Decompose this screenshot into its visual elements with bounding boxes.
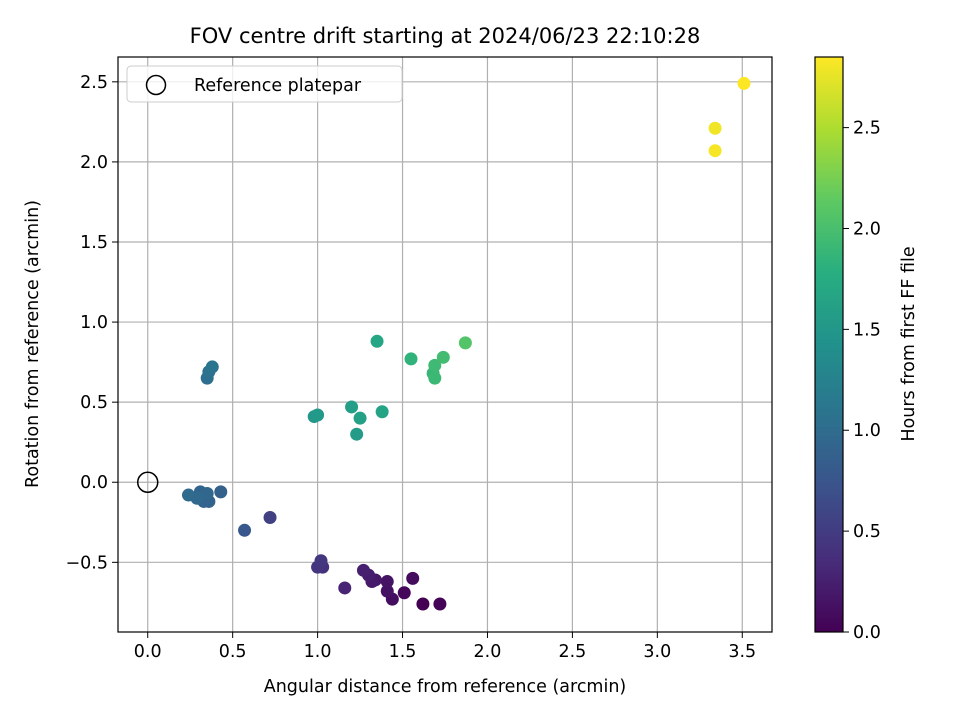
legend-entry-label: Reference platepar <box>194 76 362 96</box>
data-point <box>214 485 228 499</box>
data-point <box>356 563 370 577</box>
legend-open-circle-marker <box>145 74 167 96</box>
data-point <box>708 121 722 135</box>
data-point <box>433 597 447 611</box>
y-tick-label: −0.5 <box>66 553 109 573</box>
y-tick-label: 2.5 <box>80 73 108 93</box>
y-axis-ticks: −0.5 0.0 0.5 1.0 1.5 2.0 2.5 <box>66 73 118 573</box>
x-tick-label: 1.5 <box>389 642 417 662</box>
plot-frame <box>117 56 773 633</box>
grid <box>118 57 772 632</box>
reference-platepar-marker <box>136 471 159 493</box>
x-tick-label: 0.5 <box>219 642 247 662</box>
data-point <box>375 405 389 419</box>
reference-marker-layer <box>136 471 159 493</box>
colorbar-tick-label: 2.0 <box>853 219 881 239</box>
x-tick-label: 0.0 <box>134 642 162 662</box>
colorbar-tick-label: 0.5 <box>853 522 881 542</box>
y-tick-label: 1.0 <box>80 313 108 333</box>
data-point <box>370 334 384 348</box>
chart-title: FOV centre drift starting at 2024/06/23 … <box>190 24 701 48</box>
data-point <box>311 408 325 422</box>
colorbar-gradient <box>815 57 843 632</box>
data-point <box>428 371 442 385</box>
data-point <box>263 510 277 524</box>
colorbar-tick-label: 0.0 <box>853 623 881 643</box>
x-tick-label: 2.0 <box>474 642 502 662</box>
colorbar-tick-label: 2.5 <box>853 119 881 139</box>
y-tick-label: 2.0 <box>80 153 108 173</box>
data-point <box>436 350 450 364</box>
x-tick-label: 3.0 <box>643 642 671 662</box>
y-axis-label: Rotation from reference (arcmin) <box>23 200 43 488</box>
data-point <box>181 488 195 502</box>
data-point <box>238 523 252 537</box>
data-point <box>205 360 219 374</box>
colorbar-ticks: 0.0 0.5 1.0 1.5 2.0 2.5 <box>843 119 881 643</box>
data-point <box>338 581 352 595</box>
y-tick-label: 0.0 <box>80 473 108 493</box>
data-point <box>200 486 214 500</box>
x-tick-label: 1.0 <box>304 642 332 662</box>
data-point <box>345 400 359 414</box>
data-point <box>353 411 367 425</box>
y-tick-label: 0.5 <box>80 393 108 413</box>
x-axis-ticks: 0.0 0.5 1.0 1.5 2.0 2.5 3.0 3.5 <box>134 632 756 662</box>
data-point <box>428 358 442 372</box>
x-axis-label: Angular distance from reference (arcmin) <box>264 677 627 697</box>
colorbar: 0.0 0.5 1.0 1.5 2.0 2.5 Hours from first FF f… <box>814 56 919 643</box>
data-points <box>181 76 751 611</box>
y-tick-label: 1.5 <box>80 233 108 253</box>
x-tick-label: 2.5 <box>558 642 586 662</box>
colorbar-tick-label: 1.5 <box>853 320 881 340</box>
colorbar-frame <box>814 56 844 633</box>
data-point <box>737 76 751 90</box>
data-point <box>380 584 394 598</box>
colorbar-label: Hours from first FF file <box>899 246 919 441</box>
data-point <box>458 336 472 350</box>
data-point <box>397 586 411 600</box>
data-point <box>406 571 420 585</box>
data-point <box>350 427 364 441</box>
legend-box <box>126 65 403 103</box>
data-point <box>380 575 394 589</box>
legend: Reference platepar <box>126 65 403 103</box>
x-tick-label: 3.5 <box>728 642 756 662</box>
data-point <box>416 597 430 611</box>
data-point <box>314 554 328 568</box>
colorbar-tick-label: 1.0 <box>853 421 881 441</box>
data-point <box>404 352 418 366</box>
data-point <box>708 144 722 158</box>
